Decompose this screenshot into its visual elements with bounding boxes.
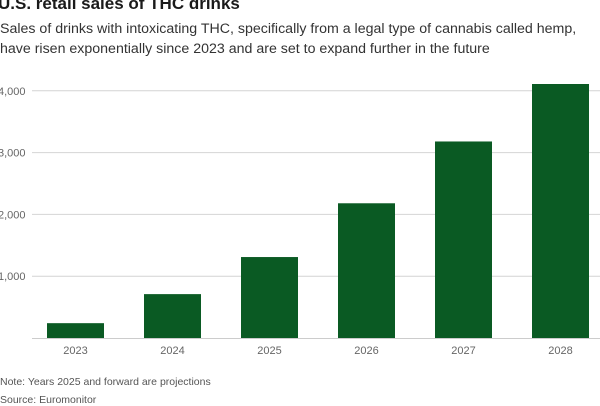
bar-2024 xyxy=(144,294,201,338)
x-tick-label-2027: 2027 xyxy=(451,345,475,357)
bar-2025 xyxy=(241,257,298,338)
x-tick-label-2024: 2024 xyxy=(160,345,184,357)
x-tick-label-2023: 2023 xyxy=(63,345,87,357)
chart-source: Source: Euromonitor xyxy=(0,394,97,406)
chart-note: Note: Years 2025 and forward are project… xyxy=(0,376,211,388)
y-tick-label: 3,000 xyxy=(0,148,26,160)
chart-subtitle: Sales of drinks with intoxicating THC, s… xyxy=(0,21,577,57)
y-tick-label: 2,000 xyxy=(0,209,26,221)
bar-2026 xyxy=(338,203,395,338)
y-tick-label: 4,000 xyxy=(0,86,26,98)
x-tick-label-2025: 2025 xyxy=(257,345,281,357)
chart-title: U.S. retail sales of THC drinks xyxy=(0,0,240,13)
y-tick-label: 1,000 xyxy=(0,271,26,283)
bar-2027 xyxy=(435,141,492,338)
x-tick-label-2028: 2028 xyxy=(548,345,572,357)
x-tick-label-2026: 2026 xyxy=(354,345,378,357)
bar-2023 xyxy=(47,323,104,338)
bar-2028 xyxy=(532,84,589,338)
